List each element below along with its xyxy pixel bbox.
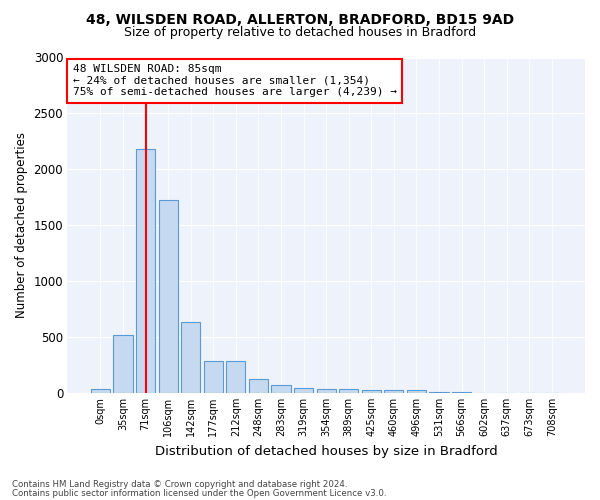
Bar (384, 390, 403, 392)
Bar (317, 388, 336, 392)
Bar (136, 148, 155, 392)
Text: Contains public sector information licensed under the Open Government Licence v3: Contains public sector information licen… (12, 489, 386, 498)
Bar (339, 390, 358, 392)
Bar (204, 361, 223, 392)
Text: 48, WILSDEN ROAD, ALLERTON, BRADFORD, BD15 9AD: 48, WILSDEN ROAD, ALLERTON, BRADFORD, BD… (86, 12, 514, 26)
Bar (181, 322, 200, 392)
Bar (362, 390, 381, 392)
Bar (158, 200, 178, 392)
Bar (113, 334, 133, 392)
Bar (226, 361, 245, 392)
Bar (294, 388, 313, 392)
Bar (91, 390, 110, 392)
Bar (249, 379, 268, 392)
Text: Contains HM Land Registry data © Crown copyright and database right 2024.: Contains HM Land Registry data © Crown c… (12, 480, 347, 489)
X-axis label: Distribution of detached houses by size in Bradford: Distribution of detached houses by size … (155, 444, 497, 458)
Y-axis label: Number of detached properties: Number of detached properties (15, 132, 28, 318)
Bar (271, 385, 290, 392)
Bar (407, 390, 426, 392)
Text: Size of property relative to detached houses in Bradford: Size of property relative to detached ho… (124, 26, 476, 39)
Text: 48 WILSDEN ROAD: 85sqm
← 24% of detached houses are smaller (1,354)
75% of semi-: 48 WILSDEN ROAD: 85sqm ← 24% of detached… (73, 64, 397, 98)
